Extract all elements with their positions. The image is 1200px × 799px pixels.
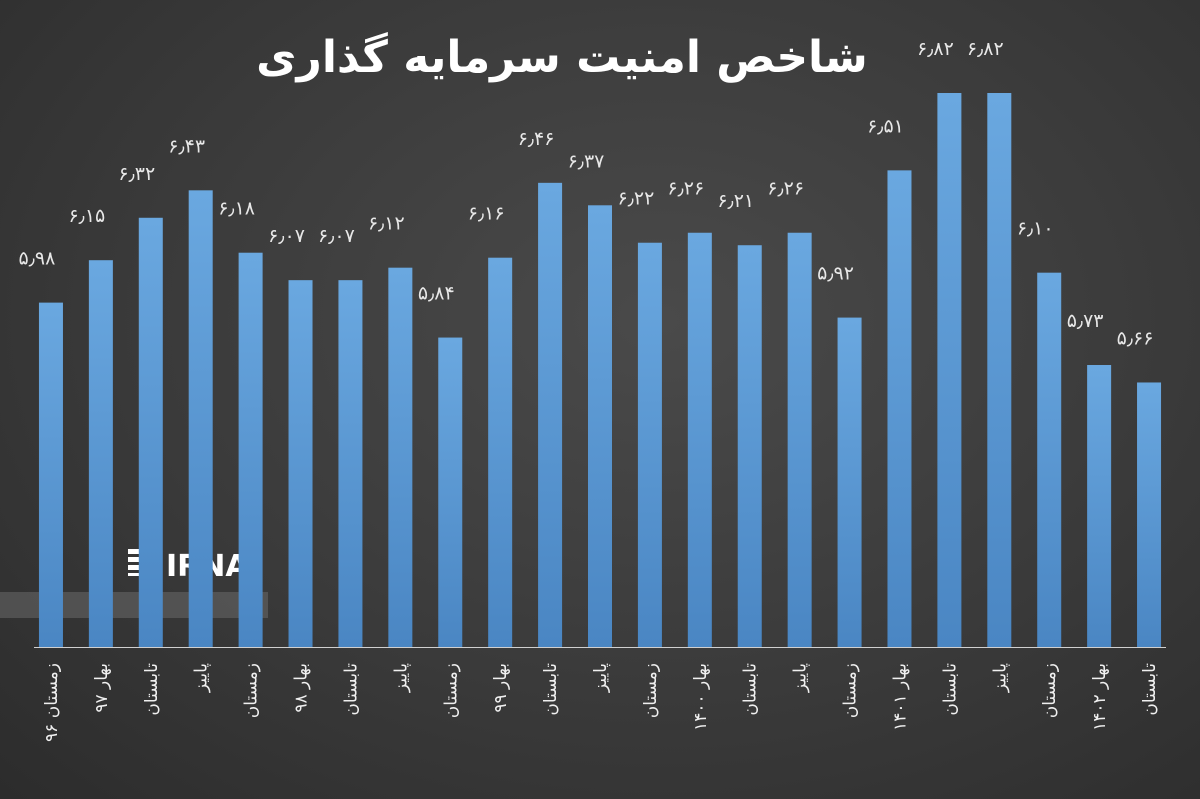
- value-label: ۶٫۱۵: [68, 205, 105, 227]
- value-label: ۶٫۰۷: [268, 225, 305, 247]
- bar: [288, 280, 313, 647]
- category-label: بهار ۱۴۰۰: [691, 663, 711, 731]
- value-label: ۶٫۸۲: [967, 38, 1004, 60]
- value-label: ۶٫۱۲: [368, 213, 405, 235]
- value-label: ۶٫۱۶: [468, 203, 505, 225]
- value-label: ۵٫۹۸: [19, 248, 56, 270]
- bar: [438, 337, 463, 647]
- bar: [38, 302, 63, 647]
- bar: [1137, 382, 1162, 647]
- value-label: ۶٫۳۲: [118, 163, 155, 185]
- category-label: بهار ۹۷: [92, 663, 112, 713]
- bar: [1087, 365, 1112, 647]
- value-label: ۶٫۸۲: [917, 38, 954, 60]
- bar: [837, 317, 862, 647]
- bar: [538, 182, 563, 648]
- value-label: ۵٫۸۴: [418, 283, 455, 305]
- value-label: ۶٫۵۱: [867, 115, 904, 137]
- bar: [737, 245, 762, 647]
- category-label: تابستان: [541, 663, 561, 716]
- bar: [488, 257, 513, 647]
- value-label: ۶٫۴۳: [168, 135, 205, 157]
- category-label: زمستان: [1040, 663, 1060, 718]
- category-label: بهار ۹۸: [292, 663, 312, 713]
- value-label: ۶٫۲۱: [717, 190, 754, 212]
- value-label: ۶٫۲۶: [667, 178, 704, 200]
- value-label: ۶٫۲۶: [767, 178, 804, 200]
- value-label: ۵٫۹۲: [817, 263, 854, 285]
- value-label: ۶٫۲۲: [618, 188, 655, 210]
- bar: [887, 170, 912, 648]
- value-label: ۶٫۳۷: [568, 150, 605, 172]
- category-labels-group: زمستان ۹۶ بهار ۹۷ تابستان پاییز زمستان بهار ۹…: [42, 663, 1160, 742]
- bar: [637, 242, 662, 647]
- category-label: زمستان: [841, 663, 861, 718]
- category-label: بهار ۱۴۰۲: [1090, 663, 1110, 731]
- category-label: تابستان: [741, 663, 761, 716]
- category-label: تابستان: [1140, 663, 1160, 716]
- category-label: زمستان: [242, 663, 262, 718]
- category-label: پاییز: [192, 663, 212, 693]
- value-labels-group: ۵٫۹۸ ۶٫۱۵ ۶٫۳۲ ۶٫۴۳ ۶٫۱۸ ۶٫۰۷ ۶٫۰۷ ۶٫۱۲ ۵٫۸۴ ۶٫۱۶…: [19, 38, 1154, 349]
- bar: [88, 260, 113, 647]
- value-label: ۶٫۱۸: [218, 198, 255, 220]
- bar: [937, 93, 962, 647]
- bar: [588, 205, 612, 647]
- bar: [338, 280, 363, 647]
- category-label: زمستان ۹۶: [42, 663, 62, 742]
- bar: [138, 217, 163, 647]
- bar: [238, 252, 263, 647]
- category-label: زمستان: [441, 663, 461, 718]
- bar: [987, 93, 1012, 647]
- value-label: ۵٫۶۶: [1117, 327, 1154, 349]
- category-label: تابستان: [341, 663, 361, 716]
- category-label: تابستان: [142, 663, 162, 716]
- bar: [188, 190, 213, 647]
- category-label: پاییز: [591, 663, 611, 693]
- category-label: پاییز: [990, 663, 1010, 693]
- category-label: تابستان: [940, 663, 960, 716]
- value-label: ۵٫۷۳: [1067, 310, 1104, 332]
- bar: [1037, 272, 1062, 647]
- value-label: ۶٫۰۷: [318, 225, 355, 247]
- bar: [787, 232, 812, 647]
- bar: [687, 232, 712, 647]
- category-label: بهار ۱۴۰۱: [890, 663, 910, 731]
- bars-group: [38, 93, 1162, 648]
- value-label: ۶٫۴۶: [518, 128, 555, 150]
- category-label: پاییز: [791, 663, 811, 693]
- category-label: زمستان: [641, 663, 661, 718]
- value-label: ۶٫۱۰: [1017, 218, 1054, 240]
- chart-title: شاخص امنیت سرمایه گذاری: [256, 31, 868, 83]
- category-label: بهار ۹۹: [491, 663, 511, 713]
- bar: [388, 267, 413, 647]
- category-label: پاییز: [391, 663, 411, 693]
